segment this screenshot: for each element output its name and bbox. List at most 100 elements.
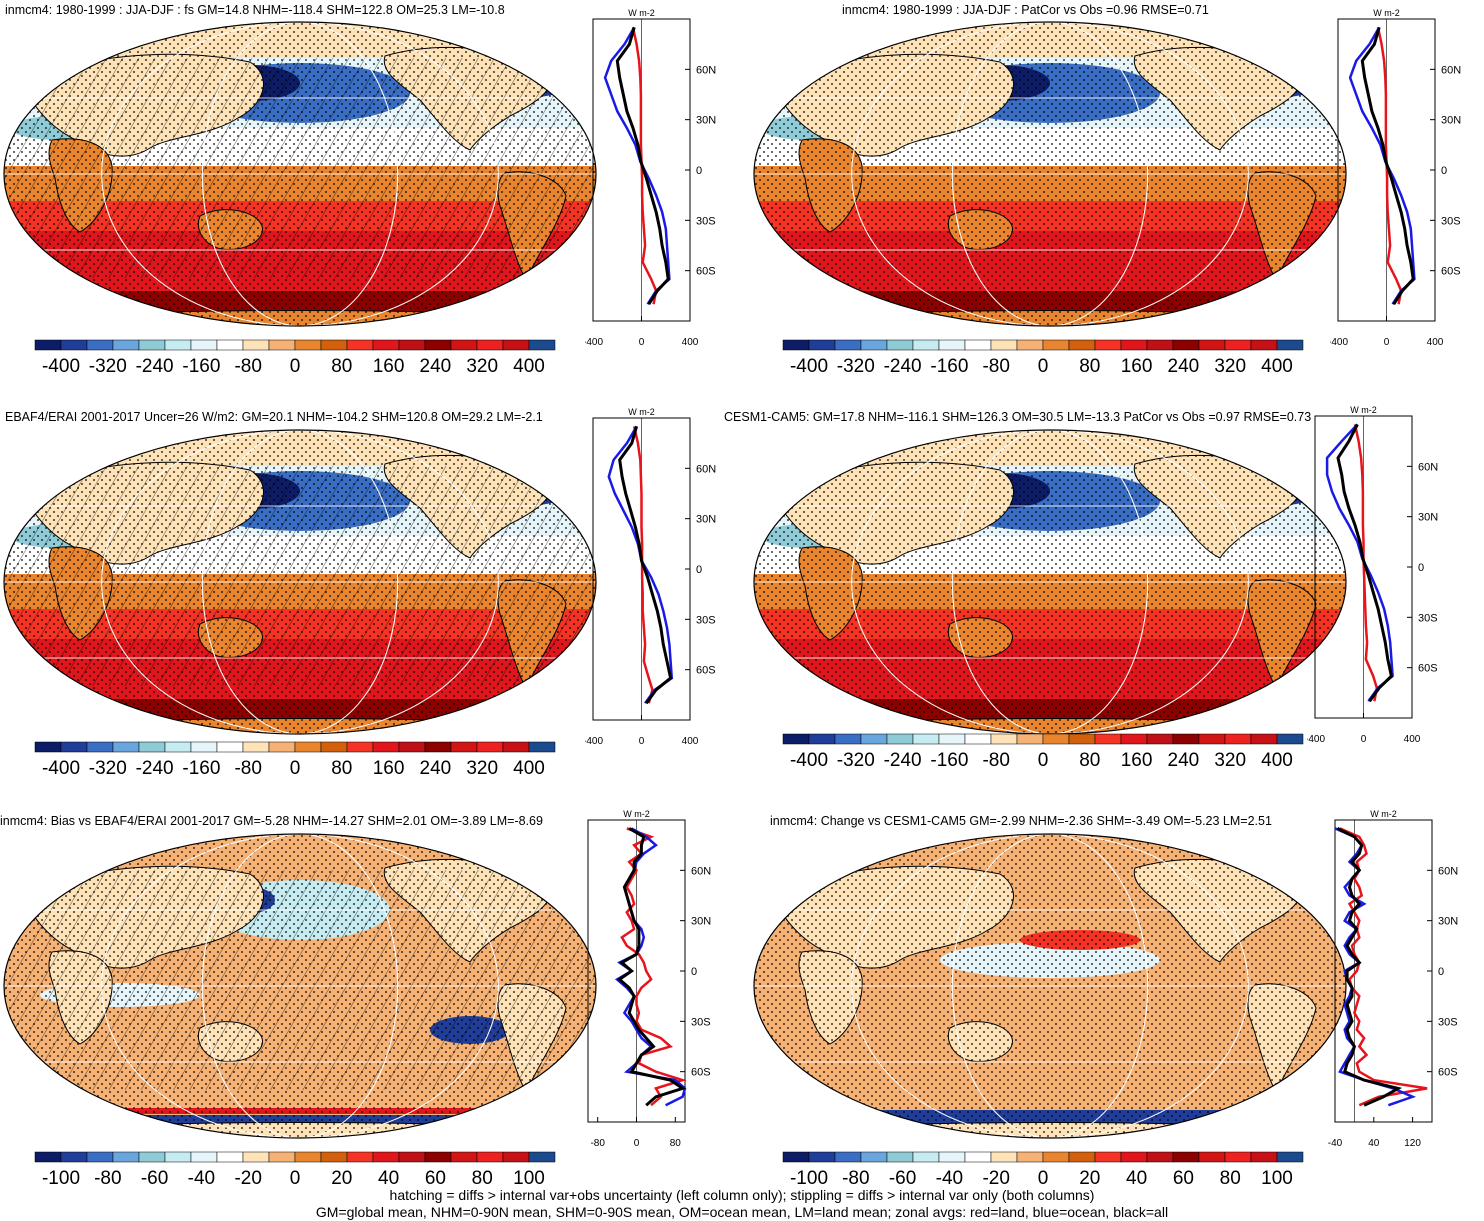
colorbar-swatch: [886, 339, 914, 351]
colorbar-swatch: [476, 741, 504, 753]
colorbar-swatch: [1224, 1151, 1252, 1163]
zonal-ytick-label: 60N: [696, 64, 716, 76]
colorbar-swatch: [398, 741, 426, 753]
colorbar-tick-label: -320: [89, 356, 127, 377]
zonal-unit-label: W m-2: [628, 8, 655, 18]
zonal-line-land: [632, 426, 654, 704]
colorbar-swatch: [912, 733, 940, 745]
map-border: [753, 833, 1347, 1139]
graticule-longitude: [201, 430, 399, 734]
colorbar-tick-label: 0: [290, 356, 301, 377]
colorbar-tick-label: 0: [1038, 750, 1049, 771]
colorbar-swatch: [1172, 733, 1200, 745]
zonal-ytick-label: 30N: [696, 115, 716, 127]
colorbar-tick-label: -80: [842, 1168, 869, 1189]
colorbar-swatch: [1094, 339, 1122, 351]
zonal-line-land: [620, 827, 687, 1107]
zonal-ytick-label: 0: [691, 966, 697, 978]
colorbar-tick-label: 80: [331, 356, 352, 377]
colorbar-tick-label: -60: [889, 1168, 916, 1189]
zonal-xtick-label: -400: [585, 337, 603, 348]
zonal-line-land: [631, 27, 658, 305]
colorbar-swatch: [34, 1151, 62, 1163]
zonal-xtick-label: 80: [670, 1138, 682, 1149]
zonal-ytick-label: 30N: [1441, 115, 1461, 127]
colorbar-tick-label: -240: [136, 758, 174, 779]
colorbar-tick-label: -100: [790, 1168, 828, 1189]
map-border: [753, 21, 1347, 327]
zonal-ytick-label: 60S: [1418, 663, 1438, 675]
colorbar-swatch: [424, 741, 452, 753]
colorbar-swatch: [216, 1151, 244, 1163]
graticule-longitude: [951, 430, 1149, 734]
graticule-longitude: [851, 430, 1249, 734]
colorbar-swatch: [268, 1151, 296, 1163]
zonal-ytick-label: 30S: [691, 1016, 711, 1028]
zonal-unit-label: W m-2: [1350, 405, 1377, 415]
colorbar-swatch: [1198, 339, 1226, 351]
colorbar-tick-label: 100: [513, 1168, 545, 1189]
zonal-ytick-label: 0: [1418, 562, 1424, 574]
colorbar-tick-label: 40: [1126, 1168, 1147, 1189]
colorbar-swatch: [964, 339, 992, 351]
colorbar-swatch: [216, 339, 244, 351]
zonal-mean-plot: W m-2 -400 0 400 60N 30N 0 30S 60S: [1307, 405, 1438, 745]
zonal-unit-label: W m-2: [628, 407, 655, 417]
colorbar-tick-label: 320: [1214, 356, 1246, 377]
colorbar-swatch: [1016, 733, 1044, 745]
zonal-line-land: [1376, 27, 1403, 305]
colorbar-tick-label: 160: [373, 758, 405, 779]
colorbar-swatch: [860, 339, 888, 351]
colorbar-swatch: [138, 339, 166, 351]
panel-6: inmcm4: Change vs CESM1-CAM5 GM=-2.99 NH…: [742, 806, 1484, 1189]
zonal-mean-plot: W m-2 -400 0 400 60N 30N 0 30S 60S: [585, 407, 716, 747]
map-border: [3, 429, 597, 735]
colorbar-tick-label: -160: [182, 758, 220, 779]
colorbar-swatch: [1146, 733, 1174, 745]
colorbar-swatch: [528, 1151, 556, 1163]
zonal-ytick-label: 60S: [1441, 266, 1461, 278]
colorbar-swatch: [268, 741, 296, 753]
colorbar-tick-label: -80: [234, 758, 261, 779]
colorbar-swatch: [860, 1151, 888, 1163]
hatching-overlay: [4, 58, 596, 278]
colorbar-tick-label: 0: [1038, 1168, 1049, 1189]
colorbar-tick-label: 40: [378, 1168, 399, 1189]
zonal-unit-label: W m-2: [1370, 809, 1397, 819]
zonal-line-all: [615, 26, 670, 306]
zonal-xtick-label: 120: [1404, 1138, 1421, 1149]
graticule-longitude: [101, 22, 499, 326]
colorbar-swatch: [398, 339, 426, 351]
colorbar-swatch: [60, 339, 88, 351]
zonal-xtick-label: 0: [1361, 734, 1367, 745]
zonal-line-ocean: [1348, 26, 1416, 305]
colorbar-swatch: [938, 733, 966, 745]
zonal-xtick-label: -400: [1307, 734, 1325, 745]
colorbar: -400 -320 -240 -160 -80 0 80 160 240 320 400: [782, 733, 1304, 771]
zonal-ytick-label: 0: [1438, 966, 1444, 978]
colorbar-swatch: [372, 1151, 400, 1163]
global-map: [3, 429, 597, 735]
colorbar-tick-label: 160: [1121, 750, 1153, 771]
colorbar-swatch: [1042, 339, 1070, 351]
panel-2: inmcm4: 1980-1999 : JJA-DJF : PatCor vs …: [742, 0, 1484, 380]
colorbar-swatch: [782, 1151, 810, 1163]
hatching-overlay: [4, 870, 596, 1090]
zonal-line-all: [1336, 423, 1394, 703]
colorbar-swatch: [1250, 733, 1278, 745]
colorbar-swatch: [1016, 1151, 1044, 1163]
colorbar-tick-label: 240: [420, 356, 452, 377]
zonal-line-all: [617, 827, 686, 1107]
colorbar-tick-label: 0: [290, 1168, 301, 1189]
zonal-line-all: [618, 425, 673, 705]
graticule-longitude: [201, 834, 399, 1138]
zonal-ytick-label: 30N: [696, 514, 716, 526]
colorbar-tick-label: -400: [42, 356, 80, 377]
colorbar-swatch: [164, 1151, 192, 1163]
colorbar-swatch: [294, 339, 322, 351]
zonal-ytick-label: 60S: [696, 266, 716, 278]
colorbar-swatch: [424, 1151, 452, 1163]
colorbar-tick-label: 400: [1261, 750, 1293, 771]
colorbar: -400 -320 -240 -160 -80 0 80 160 240 320 400: [34, 339, 556, 377]
zonal-ytick-label: 30S: [1438, 1016, 1458, 1028]
